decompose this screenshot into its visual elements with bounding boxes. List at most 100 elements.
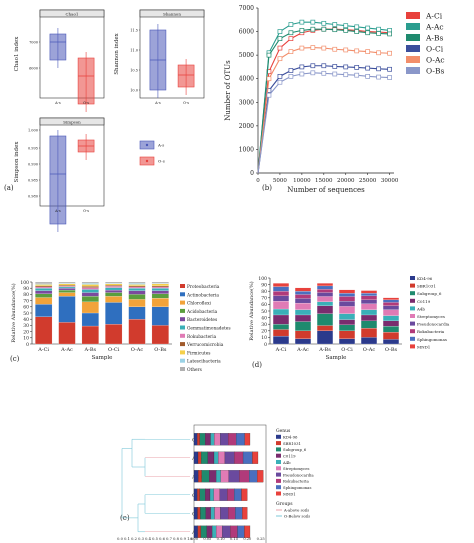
phylum-chart-bar-A-Ci-Verrucomicrobia bbox=[35, 285, 53, 288]
phylum-chart-bar-O-Bs-Bacteroidetes bbox=[151, 290, 169, 294]
rarefaction-point-A-Ci-3 bbox=[288, 36, 294, 41]
phylum-chart-bar-O-Ci-Others bbox=[105, 281, 123, 284]
phylum-chart-ytick-6: 60 bbox=[23, 305, 29, 311]
genus-chart-legend-label-3: C0119 bbox=[417, 299, 431, 304]
rarefaction-legend-label-2: A-Bs bbox=[425, 34, 443, 43]
phylum-chart-bar-A-Ci-Gemmatimonadetes bbox=[35, 288, 53, 291]
phylum-chart-legend-label-7: Verrucomicrobia bbox=[186, 343, 224, 348]
genus-chart-bar-O-Bs-MND1 bbox=[382, 297, 400, 300]
rarefaction-point-A-Bs-11 bbox=[376, 31, 381, 36]
boxplot-box-A-s bbox=[49, 135, 67, 225]
genus-chart-legend-label-2: Subgroup_6 bbox=[417, 291, 442, 296]
genus-chart-xtick-0: A-Ci bbox=[275, 347, 287, 353]
stack-bar-A-Bs-A4b bbox=[212, 525, 217, 538]
boxplot-strip-0 bbox=[39, 9, 105, 18]
rarefaction-point-A-Ac-9 bbox=[354, 24, 360, 30]
genus-chart-bar-A-Ci-KD4-96 bbox=[272, 335, 290, 345]
stack-bar-A-Ci-C0119 bbox=[209, 470, 217, 483]
phylum-chart-bar-O-Ac-Verrucomicrobia bbox=[128, 285, 146, 288]
genus-chart-ytick-6: 60 bbox=[261, 302, 267, 308]
rarefaction-point-O-Ci-8 bbox=[343, 64, 349, 70]
bar-axis-tick-1: 0.05 bbox=[203, 537, 212, 541]
stack-bar-A-Bs-Subgroup_6 bbox=[200, 525, 207, 538]
boxplot-title-2: Simpson bbox=[63, 120, 81, 125]
stack-bar-O-Ac-MND1 bbox=[242, 507, 248, 520]
phylum-chart-bar-O-Ci-Rokubacteria bbox=[105, 286, 123, 288]
phylum-chart-legend-swatch-6 bbox=[180, 333, 185, 338]
boxplot-strip-2 bbox=[39, 117, 105, 126]
phylum-chart-bar-A-Ac-Chloroflexi bbox=[58, 292, 76, 297]
rarefaction-point-O-Ci-9 bbox=[354, 65, 360, 70]
stack-bar-O-Ci-A4b bbox=[210, 433, 215, 446]
phylum-chart-bar-O-Ci-Firmicutes bbox=[105, 283, 123, 286]
phylum-chart-ytick-1: 10 bbox=[23, 336, 29, 342]
boxplot-title-0: Chao1 bbox=[66, 12, 79, 17]
boxplot-ytick-2-2: 0.990 bbox=[28, 163, 38, 167]
rarefaction-legend-label-5: O-Bs bbox=[426, 67, 444, 76]
genus-chart-legend-swatch-2 bbox=[410, 291, 415, 296]
phylum-chart-ytick-2: 20 bbox=[23, 329, 29, 335]
rarefaction-legend-swatch-O-Ci bbox=[406, 45, 420, 52]
genus-chart-bar-A-Ac-Rokubacteria bbox=[294, 294, 312, 299]
stack-bar-A-Bs-SBR1031 bbox=[197, 525, 202, 538]
rarefaction-point-O-Ac-9 bbox=[354, 48, 360, 54]
rarefaction-point-O-Bs-11 bbox=[376, 74, 381, 80]
rarefaction-point-A-Ac-3 bbox=[288, 22, 294, 27]
phylum-chart-bar-O-Bs-Firmicutes bbox=[151, 283, 169, 286]
genus-chart-bar-A-Ci-Rokubacteria bbox=[272, 291, 290, 296]
stack-bar-O-Bs-KD4-96 bbox=[193, 488, 198, 501]
rarefaction-point-A-Ac-11 bbox=[376, 26, 381, 32]
boxplot-ytick-0-1: 6000 bbox=[29, 67, 38, 71]
genus-legend-swatch-1 bbox=[276, 441, 281, 446]
stack-bar-O-Ci-KD4-96 bbox=[193, 433, 198, 446]
genus-chart-bar-O-Bs-Subgroup_6 bbox=[382, 326, 400, 333]
phylum-chart-bar-A-Bs-Bacteroidetes bbox=[81, 292, 99, 297]
stack-bar-O-Ci-C0119 bbox=[205, 433, 211, 446]
genus-legend-label-8: Sphingomonas bbox=[283, 485, 311, 490]
stack-bar-A-Bs-MND1 bbox=[244, 525, 251, 538]
genus-chart-bar-O-Bs-C0119 bbox=[382, 320, 400, 327]
phylum-chart-legend-label-1: Actinobacteria bbox=[186, 293, 219, 298]
stack-bar-O-Ci-Rokubacteria bbox=[228, 433, 237, 446]
phylum-chart-ytick-10: 100 bbox=[20, 280, 29, 286]
genus-chart-bar-O-Bs-A4b bbox=[382, 315, 400, 321]
phylum-chart-legend-label-2: Chloroflexi bbox=[187, 302, 211, 307]
genus-chart-legend-label-1: SBR1031 bbox=[417, 284, 436, 289]
tree-axis-tick-3: 0.3 bbox=[138, 537, 144, 541]
stack-bar-O-Ac-SBR1031 bbox=[197, 507, 201, 520]
tree-axis-tick-9: 0.9 bbox=[180, 537, 186, 541]
stack-bar-A-Ac-Rokubacteria bbox=[234, 451, 244, 464]
stack-bar-A-Ci-MND1 bbox=[257, 470, 264, 483]
genus-legend-swatch-6 bbox=[276, 472, 281, 477]
tree-axis-tick-7: 0.7 bbox=[166, 537, 172, 541]
genus-chart-xlabel: Sample bbox=[326, 355, 347, 361]
genus-chart-bar-A-Ci-Sphingomonas bbox=[272, 286, 290, 292]
genus-legend-swatch-3 bbox=[276, 453, 281, 458]
genus-chart-bar-O-Ac-Sphingomonas bbox=[360, 293, 378, 296]
phylum-chart-legend-swatch-2 bbox=[180, 300, 185, 305]
genus-chart-legend-label-0: KD4-96 bbox=[417, 276, 433, 281]
box-legend-dot bbox=[145, 143, 149, 147]
rarefaction-point-O-Ac-4 bbox=[299, 45, 305, 51]
phylum-chart-bar-O-Ac-Acidobacteria bbox=[128, 294, 146, 300]
rarefaction-ytick-5: 5000 bbox=[239, 52, 254, 59]
rarefaction-point-A-Bs-7 bbox=[332, 27, 338, 33]
box-legend-label-1: O-s bbox=[158, 159, 165, 164]
rarefaction-legend-swatch-A-Ci bbox=[406, 12, 420, 19]
genus-chart-ytick-9: 90 bbox=[261, 282, 267, 288]
genus-legend-swatch-2 bbox=[276, 447, 281, 452]
genus-legend-swatch-5 bbox=[276, 466, 281, 471]
boxplot-ylabel-1: Shannon index bbox=[114, 32, 120, 74]
stack-bar-A-Bs-Pseudonocardia bbox=[222, 525, 231, 538]
boxplot-box-A-s bbox=[49, 33, 67, 61]
genus-chart-bar-A-Bs-KD4-96 bbox=[316, 330, 334, 345]
rarefaction-point-O-Ci-3 bbox=[288, 68, 294, 73]
phylum-chart-bar-O-Ci-Verrucomicrobia bbox=[105, 285, 123, 287]
phylum-chart-bar-O-Ci-Proteobacteria bbox=[105, 324, 123, 345]
rarefaction-point-A-Bs-4 bbox=[299, 28, 305, 33]
rarefaction-point-O-Ac-7 bbox=[332, 46, 338, 52]
rarefaction-point-A-Bs-3 bbox=[288, 30, 294, 36]
genus-chart-xtick-3: O-Ci bbox=[341, 347, 353, 353]
boxplot-ytick-1-0: 11.5 bbox=[130, 29, 138, 33]
